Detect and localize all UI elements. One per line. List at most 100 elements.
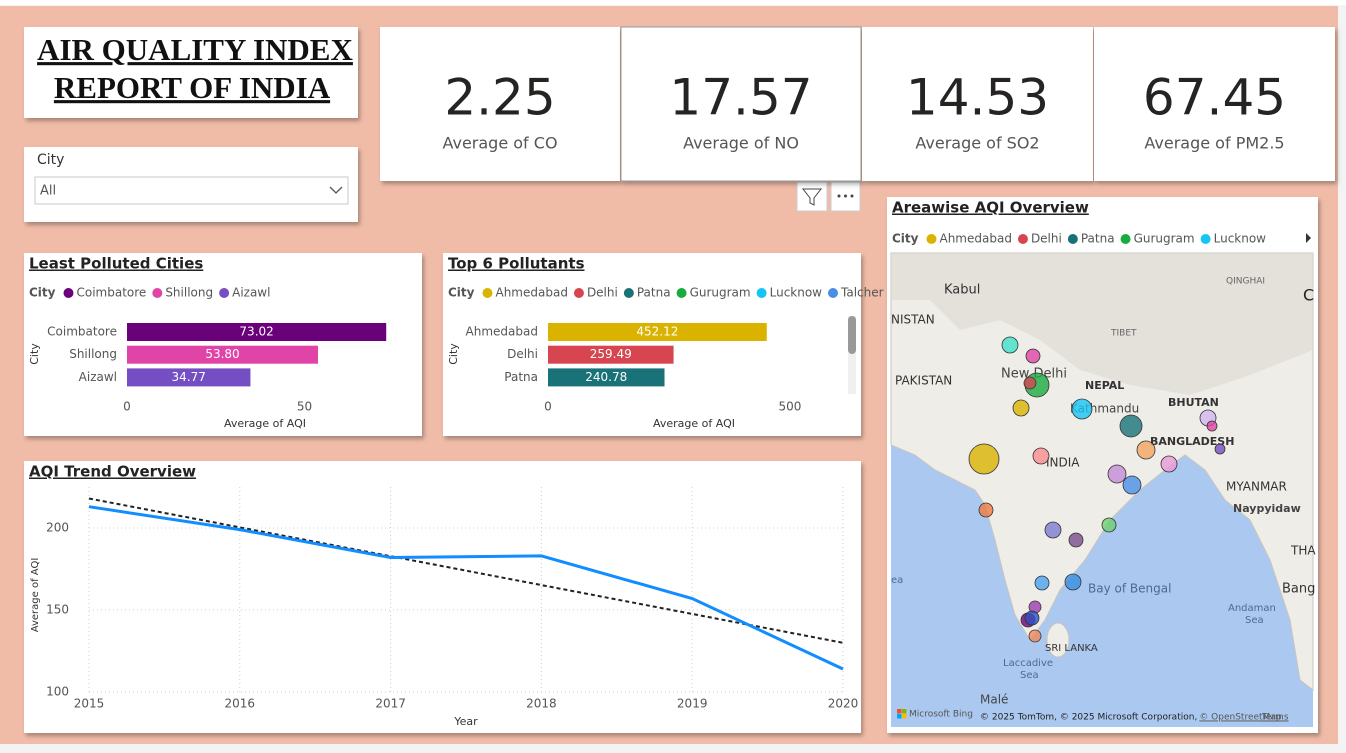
kpi-label: Average of CO xyxy=(442,134,557,153)
legend-swatch xyxy=(482,288,493,298)
map-label: Sea xyxy=(1245,615,1264,626)
x-tick-label: 2015 xyxy=(74,697,105,711)
legend-swatch xyxy=(828,288,838,298)
value-label: 53.80 xyxy=(205,347,239,361)
legend-swatch xyxy=(219,288,230,298)
legend-entry[interactable]: Gurugram xyxy=(690,286,751,300)
legend-swatch xyxy=(756,288,767,298)
legend-entry[interactable]: Shillong xyxy=(165,286,213,300)
map-bubble[interactable] xyxy=(1160,455,1178,473)
dropdown[interactable] xyxy=(34,176,349,205)
map-attribution: © 2025 TomTom, © 2025 Microsoft Corporat… xyxy=(980,713,1197,723)
map-bubble[interactable] xyxy=(1119,414,1143,438)
filter-icon[interactable] xyxy=(796,181,828,212)
legend-entry[interactable]: Lucknow xyxy=(1214,232,1267,246)
map-bubble[interactable] xyxy=(1023,376,1037,390)
legend-entry[interactable]: Patna xyxy=(1081,232,1115,246)
bar[interactable] xyxy=(548,368,665,387)
panel-title: Areawise AQI Overview xyxy=(892,199,1089,217)
map-bubble[interactable] xyxy=(978,502,994,518)
map-bubble[interactable] xyxy=(1044,521,1062,539)
category-label: Coimbatore xyxy=(47,325,117,339)
legend-entry[interactable]: Delhi xyxy=(1031,232,1062,246)
bar[interactable] xyxy=(548,323,767,341)
x-tick-label: 0 xyxy=(123,400,131,414)
map-bubble[interactable] xyxy=(1214,443,1226,455)
scroll-thumb[interactable] xyxy=(848,316,856,354)
legend-entry[interactable]: Coimbatore xyxy=(76,286,146,300)
map-bubble[interactable] xyxy=(1001,336,1019,354)
more-glyph xyxy=(837,194,854,198)
map-bubble[interactable] xyxy=(1034,575,1050,591)
title: AIR QUALITY INDEX xyxy=(37,32,353,67)
title: REPORT OF INDIA xyxy=(54,70,331,105)
bar[interactable] xyxy=(127,368,251,387)
map-bubble[interactable] xyxy=(1071,398,1093,420)
legend-entry[interactable]: Ahmedabad xyxy=(939,232,1011,246)
map-bubble[interactable] xyxy=(1122,475,1142,495)
kpi-value: 2.25 xyxy=(444,69,555,127)
map-label: ea xyxy=(891,575,903,586)
value-label: 452.12 xyxy=(636,325,678,339)
legend-entry[interactable]: Aizawl xyxy=(232,286,270,300)
map-label: THA xyxy=(1290,544,1316,558)
map-label: BANGLADESH xyxy=(1150,435,1234,448)
panel xyxy=(443,253,861,436)
map-terms[interactable]: Terms xyxy=(1261,713,1289,723)
map-bubble[interactable] xyxy=(1206,420,1218,432)
x-axis-label: Average of AQI xyxy=(653,417,735,430)
y-axis-label: City xyxy=(28,343,41,365)
legend-swatch xyxy=(1200,234,1211,244)
y-tick-label: 150 xyxy=(46,603,69,617)
map-label: MYANMAR xyxy=(1226,480,1287,494)
map-label: Bay of Bengal xyxy=(1088,582,1171,596)
x-tick-label: 2018 xyxy=(526,697,557,711)
map-label: Malé xyxy=(980,693,1008,707)
map-bubble[interactable] xyxy=(1064,573,1082,591)
bar[interactable] xyxy=(127,345,318,364)
slicer-label: City xyxy=(37,152,64,168)
map-bubble[interactable] xyxy=(1024,610,1040,626)
legend-entry[interactable]: Gurugram xyxy=(1134,232,1195,246)
legend-entry[interactable]: Lucknow xyxy=(770,286,823,300)
y-axis-label: City xyxy=(447,343,460,365)
map-label: Laccadive xyxy=(1003,658,1053,669)
map-label: C xyxy=(1303,286,1314,305)
legend-entry[interactable]: Patna xyxy=(637,286,671,300)
kpi-label: Average of PM2.5 xyxy=(1144,134,1284,153)
bar[interactable] xyxy=(127,323,387,341)
x-tick-label: 50 xyxy=(297,400,312,414)
map-bubble[interactable] xyxy=(1028,629,1042,643)
x-axis-label: Average of AQI xyxy=(224,417,306,430)
x-tick-label: 2020 xyxy=(828,697,859,711)
kpi-value: 67.45 xyxy=(1143,69,1286,127)
title-box xyxy=(24,27,358,118)
bar[interactable] xyxy=(548,345,674,364)
map-bubble[interactable] xyxy=(1032,447,1050,465)
map-label: PAKISTAN xyxy=(895,374,952,388)
map-osm[interactable]: © OpenStreetMap xyxy=(1199,713,1282,723)
map-bubble[interactable] xyxy=(1101,517,1117,533)
bing-logo xyxy=(897,709,902,714)
x-tick-label: 500 xyxy=(778,400,801,414)
legend-entry[interactable]: Delhi xyxy=(587,286,618,300)
kpi-value: 14.53 xyxy=(906,69,1049,127)
legend-entry[interactable]: Talcher xyxy=(840,286,884,300)
map-bubble[interactable] xyxy=(1025,348,1041,364)
legend-swatch xyxy=(1017,234,1028,244)
map-bubble[interactable] xyxy=(1068,532,1084,548)
kpi-label: Average of NO xyxy=(683,134,799,153)
line[interactable] xyxy=(88,505,844,671)
map-arrow[interactable] xyxy=(1306,233,1311,243)
category-label: Delhi xyxy=(507,347,538,361)
map-island xyxy=(1046,622,1070,658)
map-bubble[interactable] xyxy=(1012,399,1030,417)
panel-title: Top 6 Pollutants xyxy=(448,255,585,273)
map-bubble[interactable] xyxy=(968,443,1000,475)
map-bubble[interactable] xyxy=(1136,440,1156,460)
map-bubble[interactable] xyxy=(1107,464,1127,484)
legend-entry[interactable]: Ahmedabad xyxy=(495,286,567,300)
bing-logo xyxy=(902,714,907,719)
bing-logo xyxy=(902,709,907,714)
